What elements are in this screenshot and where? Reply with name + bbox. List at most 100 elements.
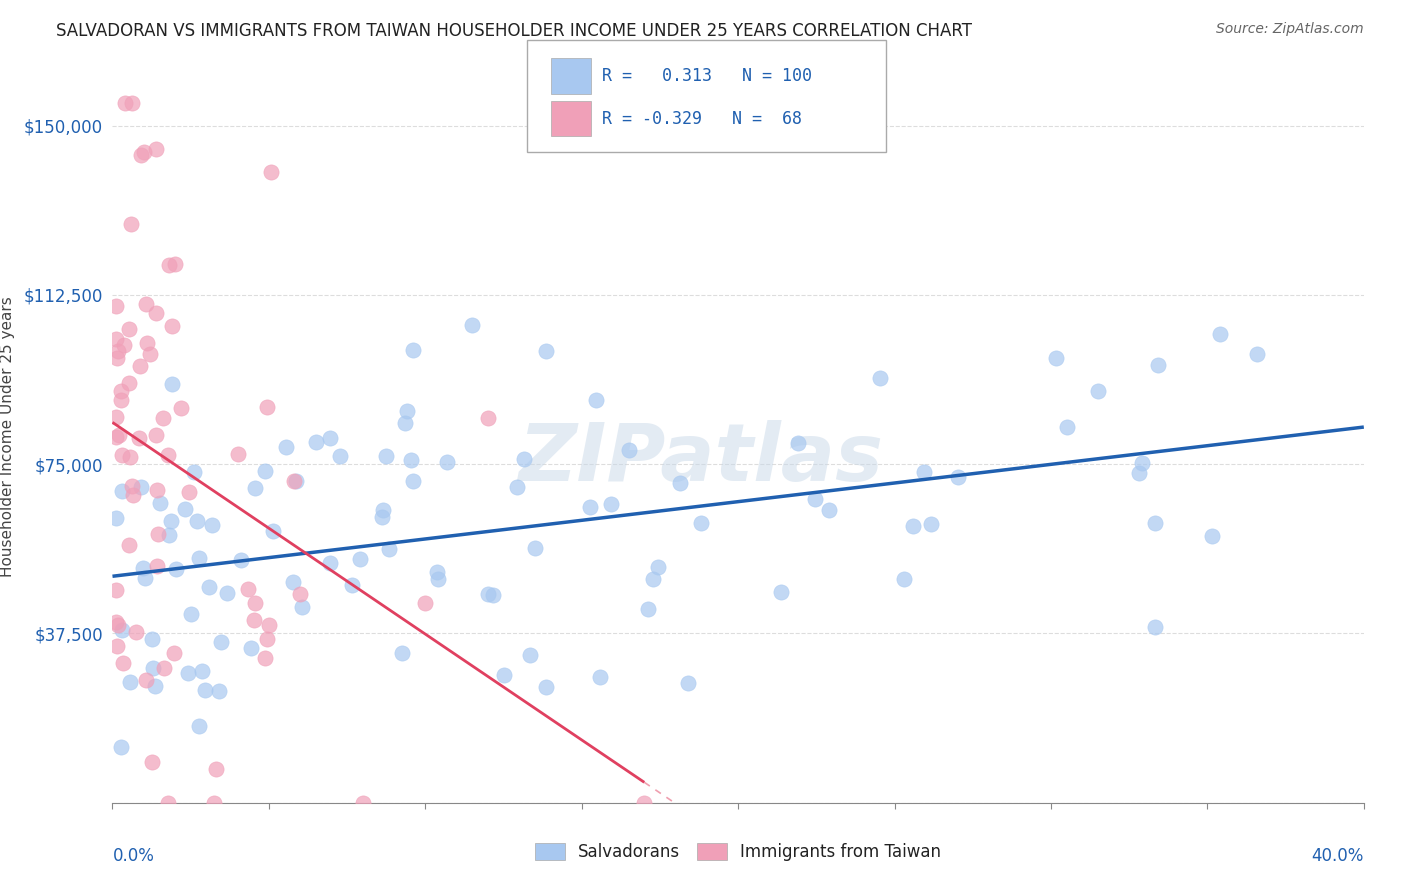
Point	[114, 95, 136, 110]
Point	[159, 514, 181, 528]
Point	[134, 145, 156, 159]
Point	[253, 650, 276, 665]
Point	[188, 551, 211, 566]
Point	[160, 319, 183, 334]
Point	[159, 528, 181, 542]
Point	[494, 668, 516, 682]
Text: R =   0.313   N = 100: R = 0.313 N = 100	[602, 67, 811, 85]
Point	[202, 796, 225, 810]
Point	[318, 557, 340, 571]
Point	[120, 675, 142, 690]
Point	[238, 582, 260, 596]
Point	[146, 559, 169, 574]
Point	[290, 587, 312, 601]
Text: ZIPatlas: ZIPatlas	[517, 420, 883, 498]
Point	[165, 562, 187, 576]
Point	[201, 518, 224, 533]
Point	[145, 427, 167, 442]
Point	[120, 450, 142, 464]
Text: Source: ZipAtlas.com: Source: ZipAtlas.com	[1216, 22, 1364, 37]
Point	[104, 511, 127, 525]
Point	[243, 596, 266, 610]
Point	[920, 517, 942, 532]
Point	[239, 641, 262, 656]
Point	[110, 384, 132, 398]
Point	[129, 148, 152, 162]
Point	[143, 679, 166, 693]
Point	[329, 449, 352, 463]
Point	[177, 666, 200, 681]
Point	[198, 580, 221, 594]
Point	[146, 527, 169, 541]
Point	[524, 541, 547, 555]
Point	[111, 656, 134, 670]
Point	[284, 474, 307, 488]
Point	[460, 318, 482, 332]
Point	[1130, 457, 1153, 471]
Point	[104, 582, 127, 597]
Point	[262, 524, 284, 538]
Point	[170, 401, 193, 415]
Point	[589, 669, 612, 683]
Point	[391, 646, 413, 660]
Point	[1246, 347, 1268, 361]
Point	[481, 588, 503, 602]
Point	[415, 596, 437, 610]
Point	[118, 538, 141, 552]
Point	[1143, 516, 1166, 531]
Point	[617, 442, 640, 457]
Point	[162, 377, 184, 392]
Point	[1209, 326, 1232, 341]
Point	[209, 635, 232, 649]
Point	[243, 613, 266, 627]
Point	[208, 684, 231, 698]
Point	[205, 762, 228, 776]
Point	[188, 719, 211, 733]
Point	[633, 796, 655, 810]
Point	[637, 601, 659, 615]
Point	[1056, 420, 1078, 434]
Point	[105, 639, 128, 653]
Point	[912, 465, 935, 479]
Point	[1201, 529, 1223, 543]
Point	[128, 431, 150, 445]
Point	[112, 338, 135, 352]
Point	[145, 142, 167, 156]
Point	[153, 660, 176, 674]
Point	[129, 480, 152, 494]
Point	[142, 661, 165, 675]
Point	[145, 306, 167, 320]
Point	[141, 632, 163, 647]
Point	[506, 480, 529, 494]
Point	[135, 673, 157, 687]
Point	[120, 217, 142, 231]
Legend: Salvadorans, Immigrants from Taiwan: Salvadorans, Immigrants from Taiwan	[529, 836, 948, 868]
Point	[818, 502, 841, 516]
Point	[135, 297, 157, 311]
Point	[118, 322, 141, 336]
Point	[128, 359, 150, 373]
Point	[349, 551, 371, 566]
Point	[394, 416, 416, 430]
Point	[371, 510, 394, 524]
Point	[893, 572, 915, 586]
Point	[901, 518, 924, 533]
Point	[401, 452, 423, 467]
Point	[401, 343, 423, 357]
Point	[108, 428, 131, 442]
Point	[519, 648, 541, 663]
Point	[104, 299, 127, 313]
Point	[229, 553, 252, 567]
Point	[105, 351, 128, 366]
Point	[243, 481, 266, 495]
Point	[186, 514, 208, 528]
Point	[177, 484, 200, 499]
Point	[157, 796, 180, 810]
Point	[426, 566, 449, 580]
Point	[146, 483, 169, 498]
Point	[512, 451, 534, 466]
Point	[111, 624, 134, 638]
Point	[131, 561, 153, 575]
Point	[804, 491, 827, 506]
Point	[180, 607, 202, 621]
